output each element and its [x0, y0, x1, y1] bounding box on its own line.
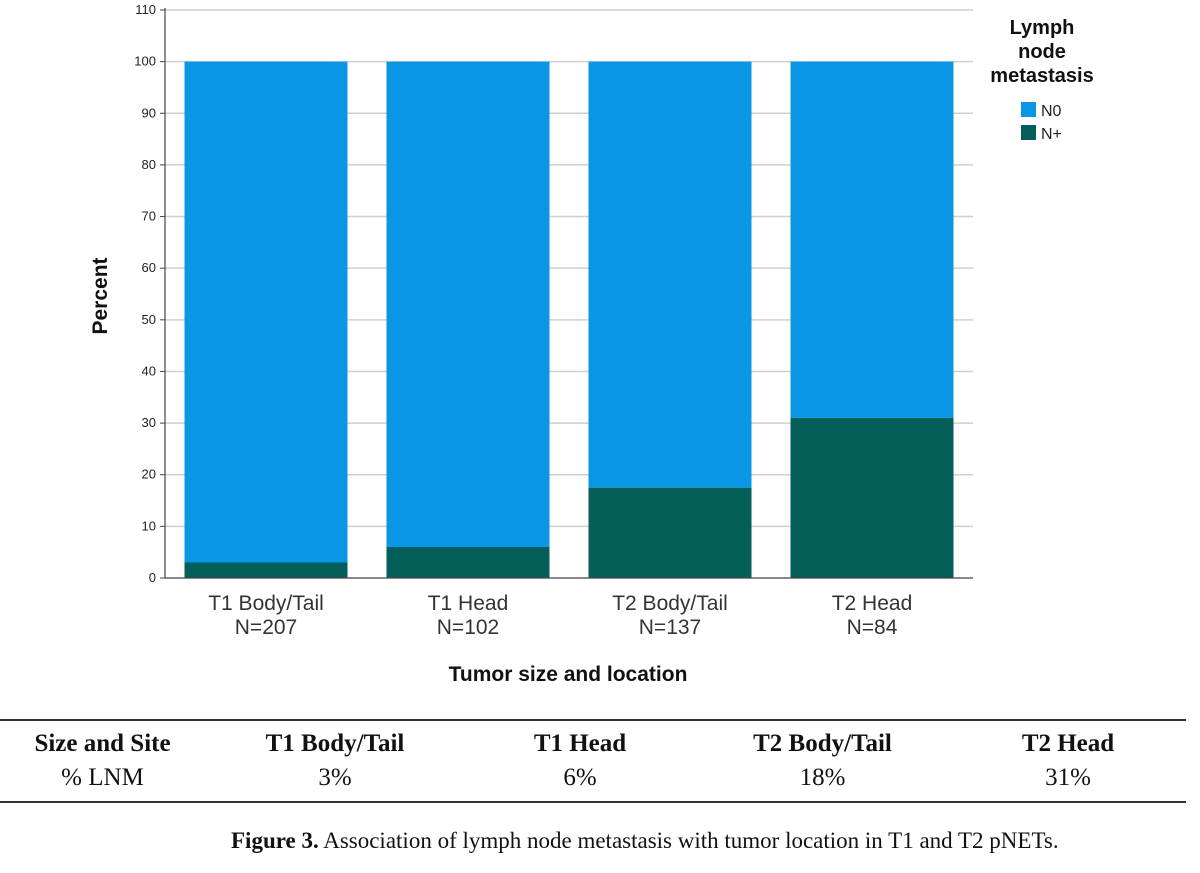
bars: [184, 61, 954, 578]
y-tick-label: 10: [142, 518, 156, 533]
y-tick-label: 50: [142, 312, 156, 327]
table-header-cell: T1 Head: [533, 730, 627, 757]
figure-caption-label: Figure 3.: [231, 828, 319, 853]
table-cell: 6%: [563, 764, 597, 791]
bar-n-plus: [184, 562, 348, 578]
legend: Lymph node metastasis N0 N+: [990, 17, 1093, 143]
y-tick-label: 0: [149, 570, 156, 585]
bar-n-plus: [588, 487, 752, 578]
table-header-cell: Size and Site: [34, 730, 171, 757]
legend-swatch-n-plus: [1021, 125, 1036, 140]
table-row: % LNM 3% 6% 18% 31%: [0, 761, 1186, 802]
y-tick-label: 40: [142, 363, 156, 378]
table-cell: 31%: [1045, 764, 1091, 791]
y-tick-label: 90: [142, 105, 156, 120]
axes: [160, 8, 973, 579]
x-category-label: T2 Head: [832, 592, 913, 615]
y-tick-label: 70: [142, 209, 156, 224]
figure-caption-text: Association of lymph node metastasis wit…: [318, 828, 1059, 853]
x-category-label: T1 Head: [428, 592, 509, 615]
table-cell: 18%: [799, 764, 846, 791]
table-header-row: Size and Site T1 Body/Tail T1 Head T2 Bo…: [0, 720, 1186, 761]
legend-label-n0: N0: [1041, 103, 1062, 120]
legend-swatch-n0: [1021, 102, 1036, 117]
lnm-summary-table: Size and Site T1 Body/Tail T1 Head T2 Bo…: [0, 719, 1186, 803]
table-header-cell: T1 Body/Tail: [265, 730, 405, 757]
y-tick-label: 60: [142, 260, 156, 275]
bar-n-plus: [790, 417, 954, 578]
y-tick-label: 110: [135, 2, 156, 17]
table-cell: % LNM: [61, 764, 144, 791]
bar-n0: [790, 61, 954, 418]
y-tick-label: 20: [142, 467, 156, 482]
x-category-label: T1 Body/Tail: [208, 592, 324, 615]
y-axis-title: Percent: [89, 257, 112, 334]
x-category-n-label: N=84: [847, 616, 898, 639]
y-tick-label: 80: [142, 157, 156, 172]
bar-n-plus: [386, 547, 550, 578]
table-header-cell: T2 Body/Tail: [753, 730, 892, 757]
legend-label-n-plus: N+: [1041, 126, 1062, 143]
bar-n0: [588, 61, 752, 488]
y-tick-labels: 0 10 20 30 40 50 60 70 80 90 100 110: [134, 2, 156, 585]
bar-n0: [386, 61, 550, 548]
x-category-n-label: N=137: [639, 616, 701, 639]
x-category-label: T2 Body/Tail: [612, 592, 728, 615]
y-tick-label: 30: [142, 415, 156, 430]
legend-title-line-3: metastasis: [990, 65, 1093, 87]
legend-title-line-2: node: [1018, 41, 1066, 63]
table-header-cell: T2 Head: [1021, 730, 1115, 757]
bar-n0: [184, 61, 348, 563]
x-category-n-label: N=102: [437, 616, 499, 639]
figure-caption: Figure 3. Association of lymph node meta…: [231, 828, 1059, 854]
x-category-n-label: N=207: [235, 616, 297, 639]
x-axis-title: Tumor size and location: [449, 663, 688, 686]
table-cell: 3%: [318, 764, 352, 791]
legend-title-line-1: Lymph: [1010, 17, 1075, 39]
y-tick-label: 100: [134, 54, 156, 69]
